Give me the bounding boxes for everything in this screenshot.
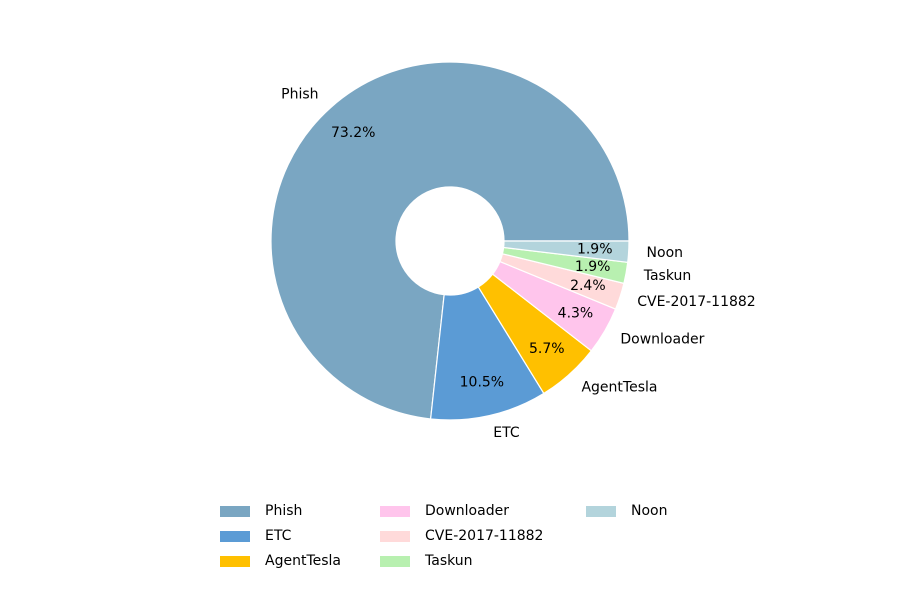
percent-label: 5.7% — [529, 341, 565, 357]
legend-swatch — [220, 531, 250, 542]
legend-swatch — [220, 556, 250, 567]
legend-swatch — [380, 506, 410, 517]
legend-label: ETC — [265, 528, 292, 544]
wedge-label: AgentTesla — [581, 380, 657, 396]
legend-label: Downloader — [425, 503, 509, 519]
percent-label: 4.3% — [558, 306, 594, 322]
percent-label: 1.9% — [575, 259, 611, 275]
wedge — [270, 61, 630, 420]
wedge-label: Noon — [647, 245, 683, 261]
wedge-label: ETC — [493, 425, 520, 441]
wedge-label: CVE-2017-11882 — [637, 294, 755, 310]
legend-swatch — [586, 506, 616, 517]
wedge-label: Downloader — [620, 332, 704, 348]
percent-label: 2.4% — [570, 278, 606, 294]
legend-label: Noon — [631, 503, 667, 519]
legend-swatch — [380, 531, 410, 542]
legend-label: CVE-2017-11882 — [425, 528, 543, 544]
legend-label: Taskun — [424, 553, 473, 569]
percent-label: 10.5% — [460, 374, 504, 390]
legend-label: Phish — [265, 503, 302, 519]
legend-swatch — [380, 556, 410, 567]
wedge — [502, 240, 630, 264]
wedge-label: Phish — [281, 86, 318, 102]
wedge-label: Taskun — [643, 268, 692, 284]
wedge — [429, 286, 545, 421]
percent-label: 73.2% — [331, 125, 375, 141]
legend-swatch — [220, 506, 250, 517]
legend-label: AgentTesla — [265, 553, 341, 569]
percent-label: 1.9% — [577, 242, 613, 258]
